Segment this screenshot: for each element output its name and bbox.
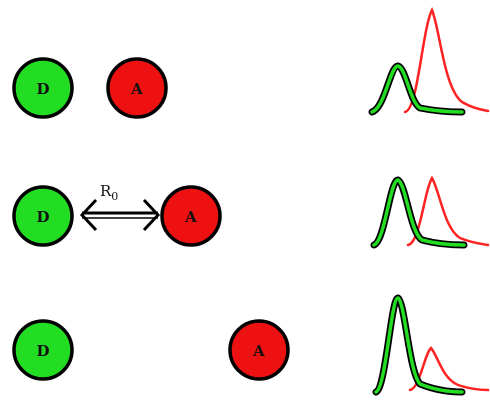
acceptor-molecule	[160, 185, 222, 247]
acceptor-emission-curve	[408, 346, 490, 392]
acceptor-label: A	[184, 208, 197, 226]
donor-emission-curve-fill	[374, 296, 464, 394]
row-2: D R0 A	[12, 175, 490, 249]
donor-label: D	[36, 342, 49, 360]
donor-emission-curve-fill	[372, 178, 466, 247]
donor-emission-curve-fill	[370, 64, 464, 114]
emission-spectrum	[370, 175, 490, 249]
donor-molecule	[12, 185, 74, 247]
donor-molecule	[12, 319, 74, 381]
emission-spectrum	[372, 294, 490, 396]
distance-label-r0: R0	[100, 182, 118, 203]
distance-arrow	[79, 198, 161, 232]
emission-spectrum	[368, 6, 490, 116]
acceptor-molecule	[106, 57, 168, 119]
acceptor-molecule	[228, 319, 290, 381]
acceptor-emission-curve	[403, 6, 490, 114]
row-3: D A	[12, 294, 490, 396]
donor-label: D	[36, 208, 49, 226]
acceptor-label: A	[252, 342, 265, 360]
donor-molecule	[12, 57, 74, 119]
acceptor-label: A	[130, 80, 143, 98]
donor-label: D	[36, 80, 49, 98]
acceptor-emission-curve	[406, 175, 490, 247]
row-1: D A	[12, 6, 490, 119]
